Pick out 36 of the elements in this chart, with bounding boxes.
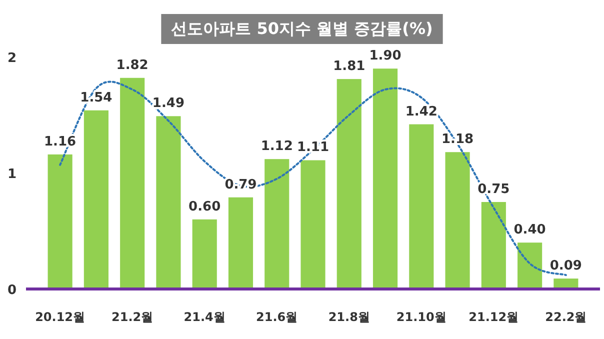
x-tick-label: 20.12월: [35, 310, 86, 324]
bar: [336, 79, 362, 289]
x-tick-label: 21.6월: [256, 310, 298, 324]
bar: [372, 68, 398, 289]
x-tick-label: 22.2월: [545, 310, 587, 324]
bar: [409, 124, 434, 289]
data-label: 1.90: [369, 48, 402, 64]
chart-title: 선도아파트 50지수 월별 증감률(%): [171, 19, 433, 38]
bar: [120, 78, 145, 289]
y-tick-label: 2: [7, 51, 17, 66]
bar: [228, 197, 254, 289]
x-tick-label: 21.10월: [396, 310, 446, 324]
bar: [84, 110, 108, 289]
bar: [48, 154, 72, 289]
bar: [264, 159, 290, 289]
data-label: 1.16: [44, 134, 76, 150]
data-label: 0.09: [550, 258, 582, 274]
data-label: 0.60: [188, 199, 221, 214]
bar: [300, 160, 326, 289]
data-label: 1.12: [260, 139, 293, 154]
bar: [481, 202, 506, 289]
bar: [156, 116, 181, 289]
x-tick-label: 21.4월: [184, 310, 226, 324]
data-label: 1.81: [333, 59, 366, 74]
x-tick-label: 21.2월: [112, 310, 154, 324]
data-label: 1.49: [152, 96, 185, 112]
y-tick-label: 0: [7, 283, 17, 298]
bar: [445, 152, 470, 289]
data-label: 0.40: [514, 222, 546, 238]
x-tick-label: 21.12월: [468, 310, 519, 324]
y-tick-label: 1: [7, 167, 17, 182]
data-label: 1.42: [405, 104, 438, 120]
bar: [192, 219, 217, 289]
bar: [518, 242, 542, 289]
x-tick-label: 21.8월: [328, 310, 370, 324]
data-label: 1.82: [116, 58, 148, 73]
